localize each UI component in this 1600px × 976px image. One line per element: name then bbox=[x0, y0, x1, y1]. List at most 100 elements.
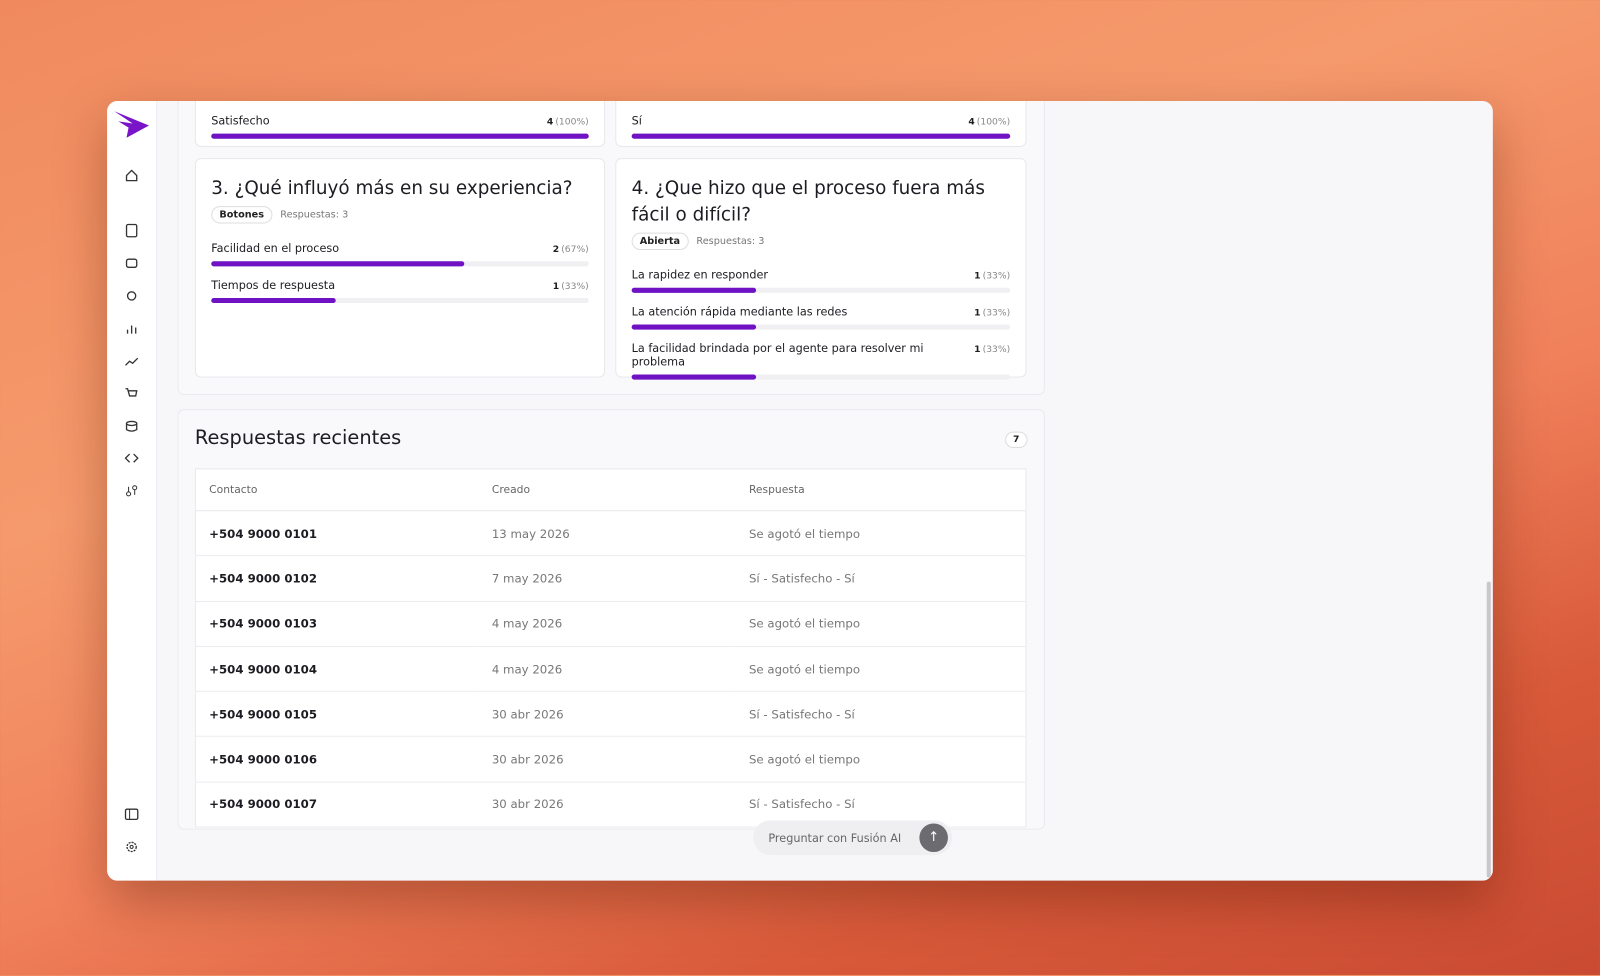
response-row[interactable]: +504 9000 0101 13 may 2026 Se agotó el tie… bbox=[195, 510, 1027, 557]
contact: +504 9000 0101 bbox=[195, 510, 479, 557]
option-stats: 2 (67%) bbox=[553, 242, 589, 255]
option-count: 1 bbox=[974, 344, 981, 356]
column-header: Creado bbox=[478, 468, 736, 512]
option-row: La facilidad brindada por el agente para… bbox=[632, 342, 1011, 369]
nav-home[interactable] bbox=[124, 168, 138, 182]
question-card: 3. ¿Qué influyó más en su experiencia? Bo… bbox=[194, 158, 606, 378]
column-header: Respuesta bbox=[735, 468, 1027, 512]
option-label: La rapidez en responder bbox=[631, 268, 769, 282]
question-card: 4. ¿Que hizo que el proceso fuera más fá… bbox=[615, 158, 1027, 380]
option-percent: (100%) bbox=[976, 117, 1011, 128]
answer: Sí - Satisfecho - Sí bbox=[735, 555, 1027, 602]
contact: +504 9000 0103 bbox=[195, 601, 479, 647]
toggle-sidebar[interactable] bbox=[124, 807, 139, 821]
option-row: Tiempos de respuesta 1 (33%) bbox=[211, 279, 589, 292]
option-count: 4 bbox=[546, 117, 554, 128]
contact: +504 9000 0107 bbox=[195, 781, 479, 828]
option-percent: (33%) bbox=[982, 308, 1011, 319]
answer: Se agotó el tiempo bbox=[735, 510, 1027, 557]
ai-input[interactable]: Preguntar con Fusión AI ↑ bbox=[753, 820, 953, 856]
response-row[interactable]: +504 9000 0104 4 may 2026 Se agotó el tiem… bbox=[195, 646, 1027, 693]
option: Satisfecho 4 (100%) bbox=[211, 114, 589, 139]
bar-track bbox=[631, 287, 1011, 293]
bar bbox=[631, 133, 1011, 139]
question-meta: Abierta Respuestas: 3 bbox=[631, 232, 1011, 250]
response-row[interactable]: +504 9000 0105 30 abr 2026 Sí - Satisfecho… bbox=[195, 691, 1027, 738]
option-row: La atención rápida mediante las redes 1 (3… bbox=[632, 305, 1011, 318]
sidebar bbox=[107, 101, 158, 881]
response-row[interactable]: +504 9000 0106 30 abr 2026 Se agotó el tie… bbox=[195, 736, 1027, 783]
nav-trend[interactable] bbox=[124, 354, 139, 368]
option-percent: (67%) bbox=[561, 244, 589, 256]
option-count: 1 bbox=[552, 281, 560, 292]
type-tag: Botones bbox=[211, 206, 273, 224]
nav-cart[interactable] bbox=[124, 387, 138, 401]
recent-panel: Respuestas recientes 7 Contacto Creado Res… bbox=[177, 409, 1045, 830]
table-body: +504 9000 0101 13 may 2026 Se agotó el tie… bbox=[195, 510, 1027, 828]
contact: +504 9000 0106 bbox=[195, 736, 479, 783]
contact: +504 9000 0102 bbox=[195, 555, 479, 602]
question-card: Satisfecho 4 (100%) bbox=[194, 101, 606, 147]
created: 13 may 2026 bbox=[478, 510, 736, 557]
bar-track bbox=[631, 374, 1011, 380]
option: Facilidad en el proceso 2 (67%) bbox=[211, 242, 589, 267]
answer: Sí - Satisfecho - Sí bbox=[735, 691, 1027, 738]
answer: Se agotó el tiempo bbox=[735, 646, 1027, 693]
scrollbar[interactable] bbox=[1486, 581, 1491, 878]
responses: Respuestas: 3 bbox=[280, 209, 348, 220]
responses-table: Contacto Creado Respuesta +504 9000 0101 13 … bbox=[194, 468, 1027, 828]
bar bbox=[211, 133, 589, 139]
nav-routes[interactable] bbox=[124, 484, 138, 498]
option-label: La atención rápida mediante las redes bbox=[631, 305, 848, 319]
bar-track bbox=[211, 261, 589, 267]
option-stats: 1 (33%) bbox=[553, 279, 589, 292]
question-title: 4. ¿Que hizo que el proceso fuera más fá… bbox=[631, 177, 985, 226]
header-row: Contacto Creado Respuesta bbox=[195, 468, 1027, 512]
nav-stats[interactable] bbox=[124, 321, 138, 335]
bar bbox=[211, 261, 465, 267]
option-row: Satisfecho 4 (100%) bbox=[211, 114, 589, 127]
response-row[interactable]: +504 9000 0107 30 abr 2026 Sí - Satisfecho… bbox=[195, 781, 1027, 828]
bar bbox=[211, 297, 336, 304]
responses-label: Respuestas: bbox=[280, 209, 339, 221]
bar-track bbox=[631, 324, 1011, 330]
count-badge: 7 bbox=[1004, 431, 1028, 448]
created: 30 abr 2026 bbox=[478, 781, 736, 828]
option-stats: 1 (33%) bbox=[974, 342, 1010, 369]
question-card: Sí 4 (100%) bbox=[615, 101, 1027, 147]
option-stats: 1 (33%) bbox=[974, 305, 1010, 318]
nav-chat[interactable] bbox=[124, 256, 138, 270]
option-count: 1 bbox=[974, 308, 981, 319]
section-title: Respuestas recientes bbox=[194, 426, 402, 449]
created: 30 abr 2026 bbox=[478, 736, 736, 783]
nav-flows[interactable] bbox=[124, 289, 138, 303]
nav-settings[interactable] bbox=[124, 840, 138, 854]
nav-data[interactable] bbox=[124, 419, 138, 433]
logo bbox=[114, 111, 149, 138]
responses-count: 3 bbox=[758, 235, 765, 247]
option-label: Satisfecho bbox=[211, 114, 270, 128]
option-row: Sí 4 (100%) bbox=[632, 114, 1011, 127]
responses: Respuestas: 3 bbox=[696, 236, 764, 247]
option: Sí 4 (100%) bbox=[631, 114, 1011, 139]
created: 30 abr 2026 bbox=[478, 691, 736, 738]
bar-track bbox=[211, 133, 589, 139]
nav-contacts[interactable] bbox=[124, 223, 138, 238]
main-content: Respuestas recientes 7 Contacto Creado Res… bbox=[156, 101, 1493, 881]
answer: Se agotó el tiempo bbox=[735, 601, 1027, 647]
bar bbox=[631, 374, 757, 380]
option-label: La facilidad brindada por el agente para… bbox=[631, 341, 924, 369]
app-window: Respuestas recientes 7 Contacto Creado Res… bbox=[107, 101, 1493, 881]
responses-label: Respuestas: bbox=[696, 235, 756, 247]
option: La rapidez en responder 1 (33%) bbox=[631, 268, 1011, 293]
nav-code[interactable] bbox=[124, 451, 139, 465]
option-label: Tiempos de respuesta bbox=[211, 278, 336, 292]
option-stats: 1 (33%) bbox=[974, 268, 1010, 281]
response-row[interactable]: +504 9000 0102 7 may 2026 Sí - Satisfecho … bbox=[195, 555, 1027, 602]
response-row[interactable]: +504 9000 0103 4 may 2026 Se agotó el tiem… bbox=[195, 601, 1027, 647]
option-label: Sí bbox=[631, 114, 642, 128]
option: Tiempos de respuesta 1 (33%) bbox=[211, 279, 589, 304]
bar bbox=[631, 324, 757, 330]
send-button[interactable]: ↑ bbox=[919, 823, 948, 853]
